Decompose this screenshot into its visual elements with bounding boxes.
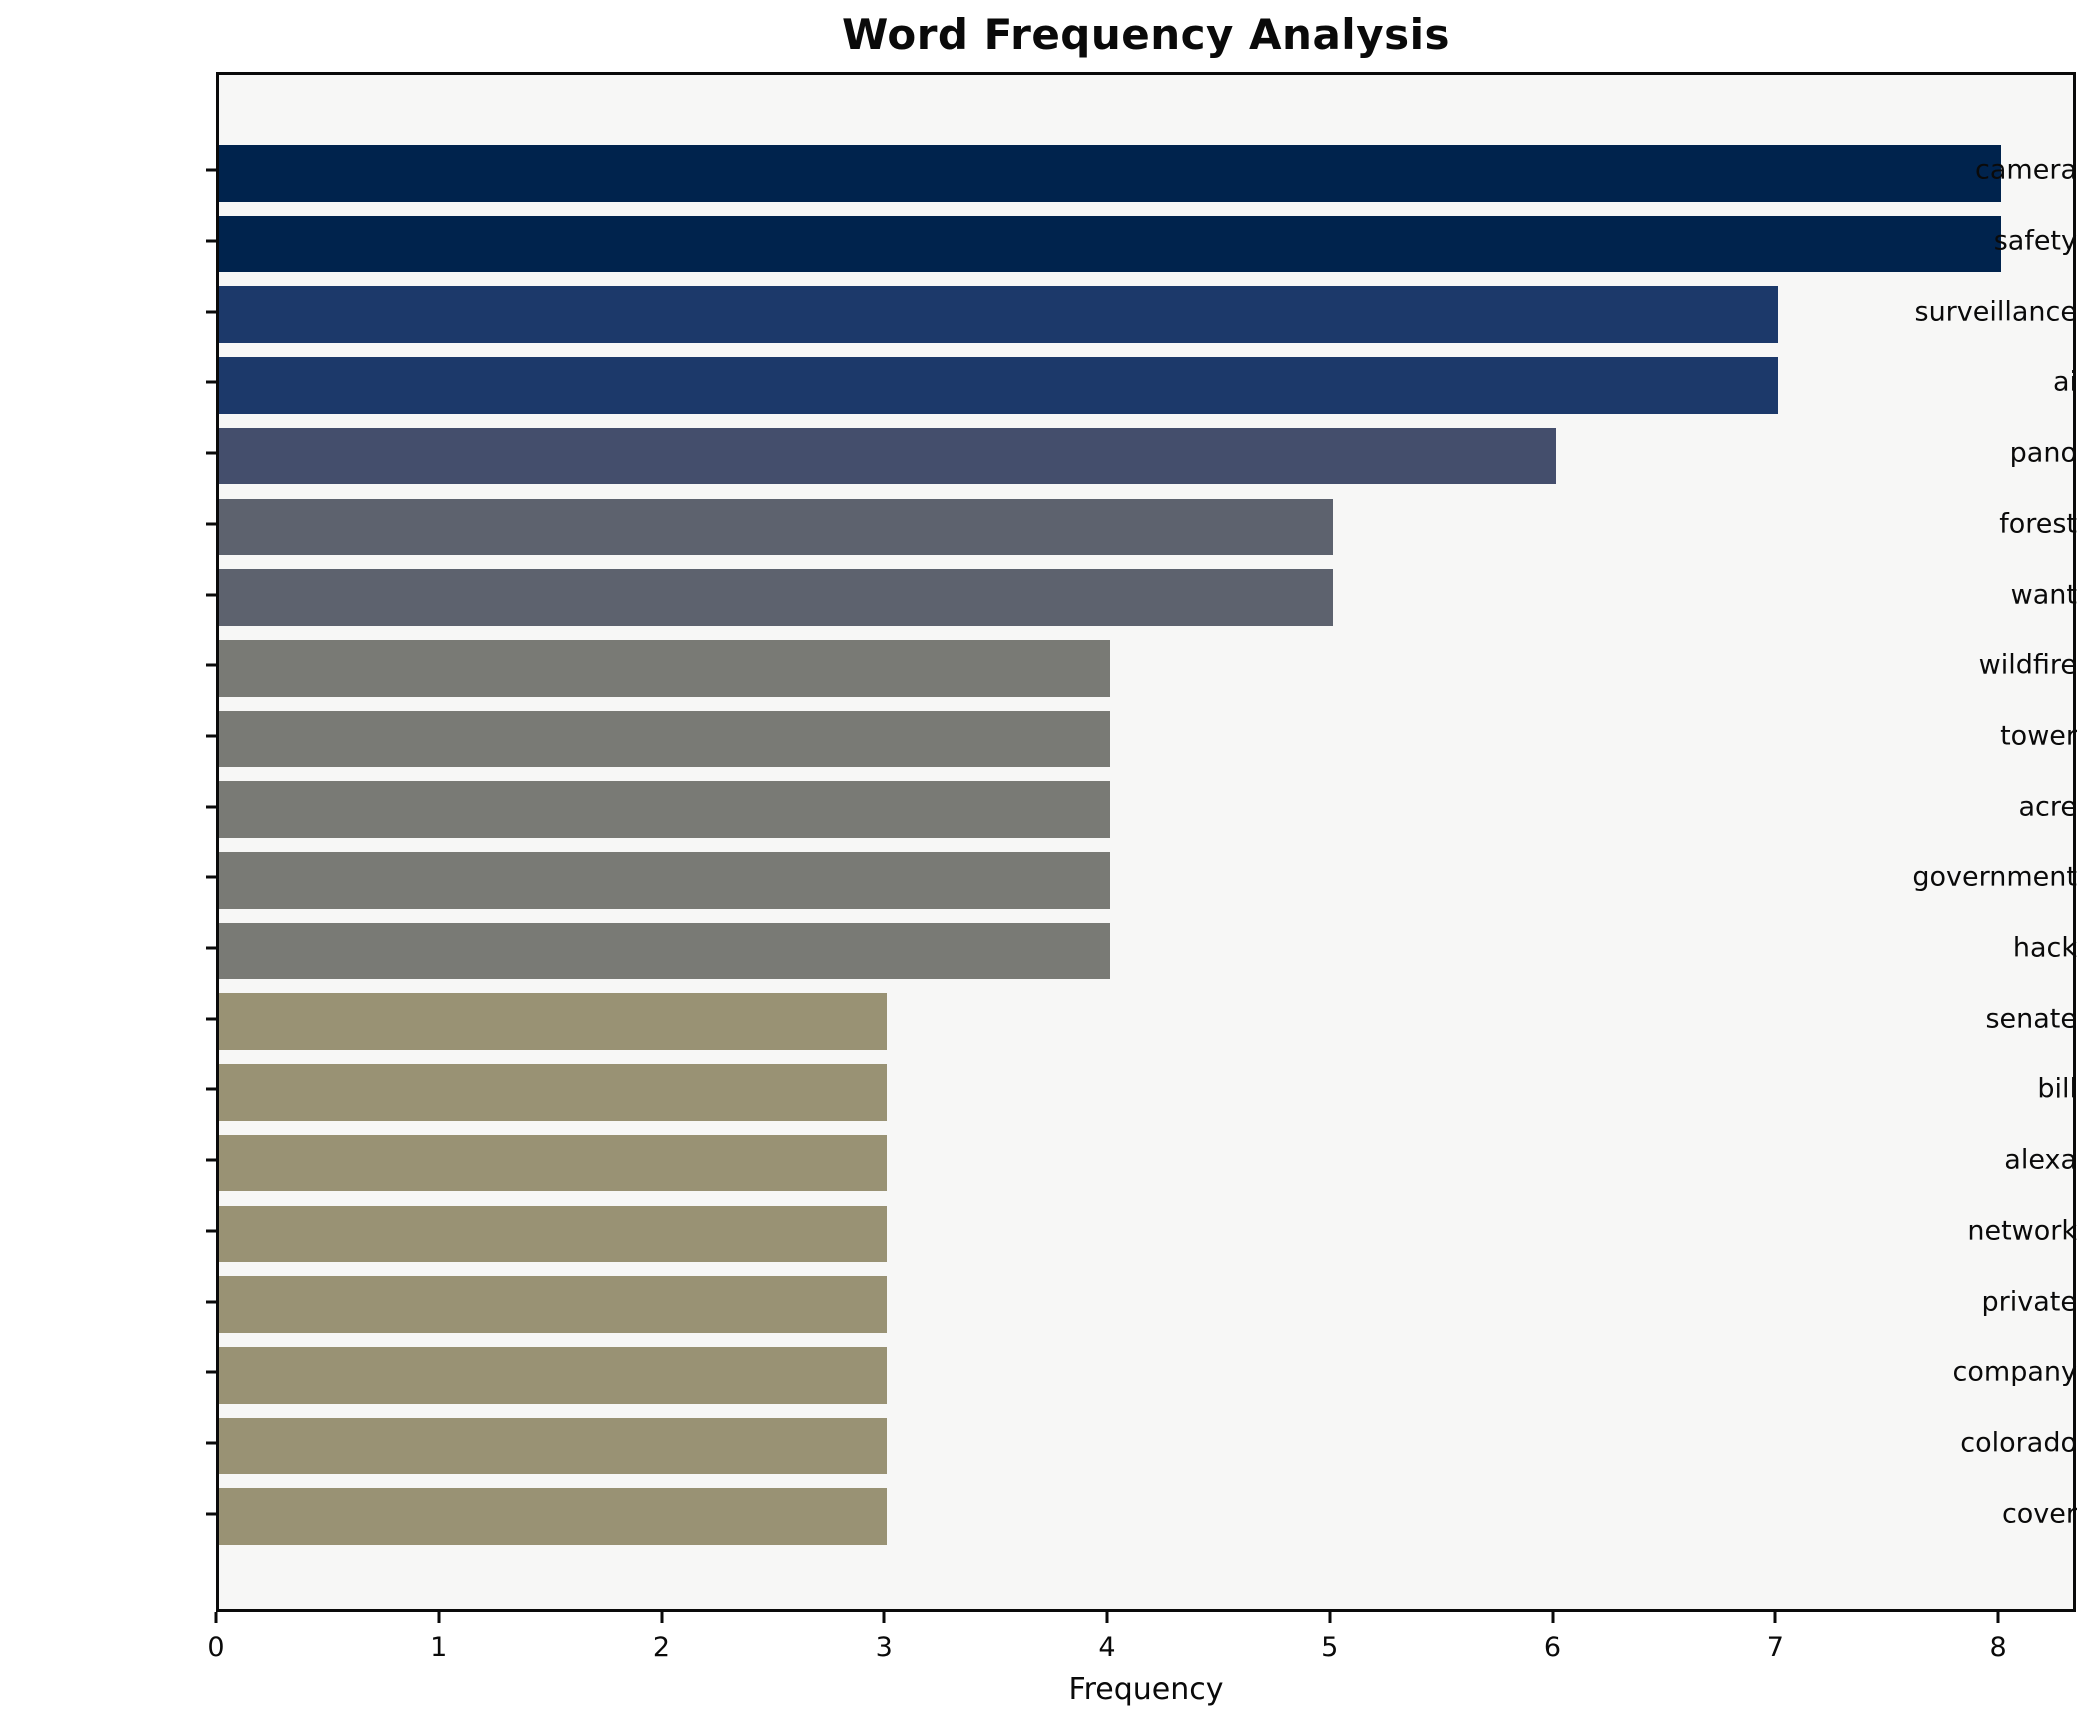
x-tick-mark: [1105, 1612, 1109, 1623]
bar-surveillance: [219, 286, 1779, 344]
y-tick-label-ai: ai: [2052, 366, 2077, 398]
bar-network: [219, 1205, 888, 1263]
y-tick-mark: [206, 522, 216, 526]
bar-bill: [219, 1064, 888, 1121]
y-tick-mark: [206, 310, 216, 314]
x-tick-mark: [660, 1612, 663, 1623]
x-tick-label-2: 2: [652, 1632, 671, 1663]
x-tick-mark: [214, 1612, 218, 1623]
y-tick-mark: [206, 946, 216, 950]
plot-area: [216, 72, 2076, 1612]
y-tick-mark: [206, 1300, 216, 1304]
y-tick-mark: [206, 168, 216, 172]
y-tick-label-cover: cover: [2001, 1498, 2077, 1530]
x-tick-label-8: 8: [1989, 1632, 2007, 1663]
x-tick-mark: [1328, 1612, 1332, 1623]
y-tick-label-colorado: colorado: [1960, 1427, 2077, 1459]
y-tick-label-government: government: [1912, 861, 2077, 893]
y-tick-label-network: network: [1967, 1215, 2077, 1247]
y-tick-label-want: want: [2010, 579, 2077, 611]
x-tick-label-1: 1: [430, 1632, 448, 1663]
y-tick-mark: [206, 663, 216, 667]
bar-want: [219, 569, 1333, 626]
bar-tower: [219, 710, 1111, 768]
y-tick-mark: [206, 1370, 216, 1374]
y-tick-label-company: company: [1952, 1356, 2077, 1388]
y-tick-mark: [206, 805, 216, 809]
y-tick-mark: [206, 1512, 216, 1516]
bar-company: [219, 1346, 888, 1404]
x-tick-mark: [1773, 1612, 1777, 1623]
y-tick-label-alexa: alexa: [2004, 1144, 2077, 1176]
y-tick-mark: [206, 451, 216, 455]
bar-pano: [219, 427, 1556, 485]
x-tick-mark: [437, 1612, 441, 1623]
bar-ai: [219, 357, 1779, 414]
x-tick-label-5: 5: [1321, 1632, 1339, 1663]
x-tick-label-3: 3: [875, 1632, 893, 1663]
y-tick-mark: [206, 1441, 216, 1445]
y-tick-label-pano: pano: [2009, 437, 2077, 469]
y-tick-mark: [206, 239, 216, 243]
y-tick-label-senate: senate: [1985, 1003, 2077, 1035]
x-tick-mark: [1551, 1612, 1555, 1623]
x-tick-label-6: 6: [1543, 1632, 1562, 1663]
bar-wildfire: [219, 639, 1111, 697]
bar-senate: [219, 993, 888, 1051]
y-tick-mark: [206, 875, 216, 879]
x-axis-label: Frequency: [1068, 1672, 1224, 1707]
x-tick-label-4: 4: [1098, 1632, 1116, 1663]
y-tick-label-bill: bill: [2037, 1073, 2077, 1105]
y-tick-label-wildfire: wildfire: [1978, 649, 2077, 681]
y-tick-label-private: private: [1981, 1286, 2077, 1318]
y-tick-label-camera: camera: [1975, 154, 2077, 186]
x-tick-label-7: 7: [1766, 1632, 1784, 1663]
y-tick-mark: [206, 380, 216, 384]
x-tick-mark: [882, 1612, 886, 1623]
bar-camera: [219, 145, 2002, 202]
y-tick-label-forest: forest: [1999, 508, 2077, 540]
bar-safety: [219, 215, 2002, 273]
y-tick-label-acre: acre: [2018, 791, 2077, 823]
bar-private: [219, 1276, 888, 1333]
y-tick-mark: [206, 1017, 216, 1021]
bar-hack: [219, 922, 1111, 980]
y-tick-label-surveillance: surveillance: [1914, 296, 2078, 328]
bar-alexa: [219, 1134, 888, 1192]
x-tick-label-0: 0: [207, 1632, 225, 1663]
bar-forest: [219, 498, 1333, 556]
y-tick-mark: [206, 734, 216, 738]
x-tick-mark: [1996, 1612, 2000, 1623]
y-tick-mark: [206, 593, 216, 597]
y-tick-label-safety: safety: [1993, 225, 2077, 257]
y-tick-mark: [206, 1087, 216, 1091]
chart-title: Word Frequency Analysis: [842, 10, 1450, 59]
y-tick-label-tower: tower: [2000, 720, 2077, 752]
y-tick-label-hack: hack: [2012, 932, 2077, 964]
y-tick-mark: [206, 1229, 216, 1233]
bar-government: [219, 852, 1111, 909]
bar-colorado: [219, 1417, 888, 1475]
y-tick-mark: [206, 1158, 216, 1162]
bar-cover: [219, 1488, 888, 1545]
bar-acre: [219, 781, 1111, 838]
